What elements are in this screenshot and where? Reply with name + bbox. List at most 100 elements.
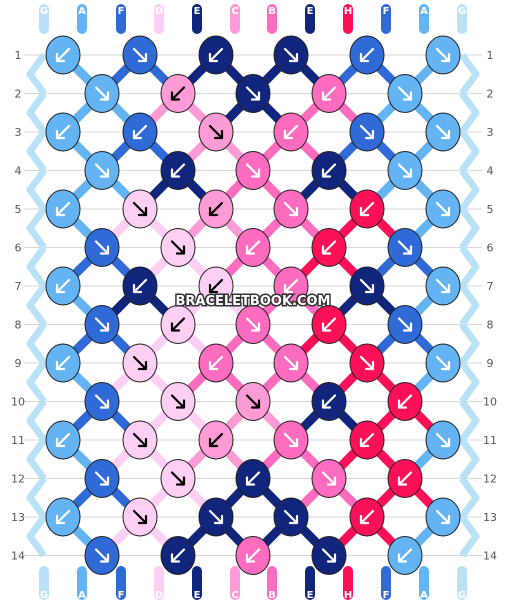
thread-bottom-stub	[381, 566, 391, 600]
knot	[425, 112, 461, 152]
arrow-down-left-icon	[208, 201, 224, 217]
row-label-left: 11	[11, 434, 25, 447]
arrow-down-right-icon	[435, 432, 451, 448]
knot	[160, 459, 196, 498]
arrow-down-right-icon	[94, 240, 110, 255]
arrow-down-right-icon	[208, 509, 224, 525]
knot	[273, 497, 309, 537]
string-label-bottom: B	[268, 590, 276, 601]
row-label-left: 8	[15, 319, 22, 332]
arrow-down-right-icon	[359, 355, 375, 371]
arrow-down-left-icon	[245, 548, 261, 563]
arrow-down-right-icon	[94, 394, 110, 409]
row-label-left: 1	[15, 49, 22, 62]
arrow-down-left-icon	[208, 278, 224, 294]
edge-thread-left	[26, 322, 47, 366]
row-label-right: 3	[487, 126, 494, 139]
arrow-down-right-icon	[283, 201, 299, 217]
arrow-down-right-icon	[359, 278, 375, 294]
knot	[387, 459, 423, 498]
knot	[84, 228, 120, 267]
row-label-left: 6	[15, 242, 22, 255]
thread-top-stub	[154, 4, 164, 34]
edge-thread-right	[459, 399, 480, 443]
arrow-down-right-icon	[132, 509, 148, 525]
knot	[273, 343, 309, 383]
thread-bottom-stub	[77, 566, 87, 600]
edge-thread-left	[26, 206, 47, 250]
row-label-right: 4	[487, 165, 494, 178]
knot	[160, 305, 196, 344]
row-label-right: 11	[483, 434, 497, 447]
knot	[387, 228, 423, 267]
arrow-down-right-icon	[245, 394, 261, 409]
thread-top-stub	[305, 4, 315, 34]
string-label-top: E	[307, 6, 314, 17]
edge-thread-left	[26, 91, 47, 135]
knot	[311, 74, 347, 113]
arrow-down-right-icon	[170, 394, 186, 409]
knot	[273, 420, 309, 460]
knot	[198, 420, 234, 460]
arrow-down-right-icon	[435, 509, 451, 525]
arrow-down-right-icon	[245, 163, 261, 178]
knot	[273, 112, 309, 152]
edge-thread-right	[459, 437, 480, 481]
string-letter-labels: G G A A F F D D E E C C B B E E H H F F A A G G	[40, 6, 466, 601]
knot	[45, 35, 81, 75]
knot	[425, 420, 461, 460]
arrow-down-right-icon	[132, 201, 148, 217]
edge-thread-right	[459, 52, 480, 96]
arrow-down-right-icon	[397, 240, 413, 255]
arrow-down-right-icon	[94, 471, 110, 486]
arrow-down-right-icon	[435, 278, 451, 294]
row-label-right: 2	[487, 88, 494, 101]
knot	[349, 266, 385, 306]
arrow-down-left-icon	[321, 394, 337, 409]
string-label-top: D	[155, 6, 163, 17]
arrow-down-left-icon	[55, 355, 71, 371]
row-label-right: 7	[487, 280, 494, 293]
thread-bottom-stub	[457, 566, 467, 600]
knot	[84, 74, 120, 113]
knot	[349, 420, 385, 460]
knot	[45, 189, 81, 229]
thread-top-stub	[267, 4, 277, 34]
arrow-down-right-icon	[245, 317, 261, 332]
row-label-right: 13	[483, 511, 497, 524]
knot	[311, 151, 347, 190]
thread-top-stub	[77, 4, 87, 34]
edge-thread-left	[26, 129, 47, 173]
row-label-left: 9	[15, 357, 22, 370]
row-label-left: 5	[15, 203, 22, 216]
string-label-top: F	[118, 6, 125, 17]
thread-bottom-stub	[116, 566, 126, 600]
arrow-down-right-icon	[283, 47, 299, 63]
arrow-down-right-icon	[283, 432, 299, 448]
knot	[311, 536, 347, 575]
edge-thread-right	[459, 91, 480, 135]
thread-top-stub	[381, 4, 391, 34]
knot	[45, 343, 81, 383]
arrow-down-left-icon	[55, 509, 71, 525]
arrow-down-left-icon	[245, 471, 261, 486]
edge-thread-right	[459, 360, 480, 404]
knot	[349, 343, 385, 383]
arrow-down-left-icon	[132, 278, 148, 294]
row-label-right: 8	[487, 319, 494, 332]
thread-top-stub	[116, 4, 126, 34]
edge-thread-left	[26, 168, 47, 212]
thread-bottom-stub	[192, 566, 202, 600]
arrow-down-left-icon	[208, 47, 224, 63]
edge-thread-left	[26, 283, 47, 327]
arrow-down-left-icon	[283, 278, 299, 294]
knot	[387, 151, 423, 190]
knot	[122, 420, 158, 460]
arrow-down-right-icon	[435, 47, 451, 63]
row-label-right: 6	[487, 242, 494, 255]
row-label-left: 2	[15, 88, 22, 101]
knot	[425, 343, 461, 383]
arrow-down-left-icon	[245, 240, 261, 255]
string-label-bottom: C	[231, 590, 238, 601]
